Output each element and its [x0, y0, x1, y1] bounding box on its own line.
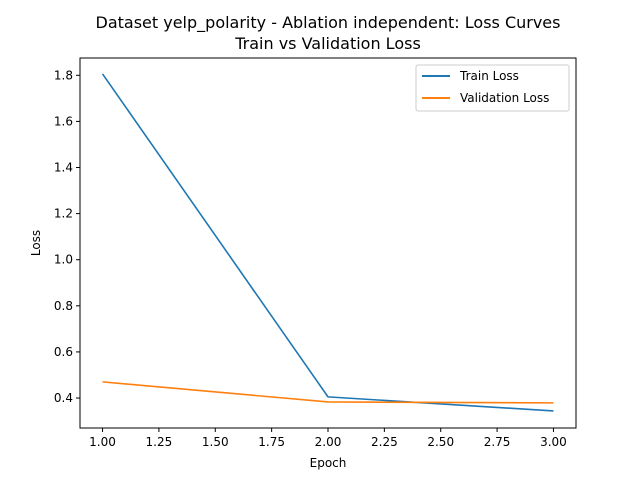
- x-tick-label: 1.25: [146, 435, 173, 449]
- x-tick-label: 1.75: [258, 435, 285, 449]
- y-tick-label: 1.2: [54, 207, 73, 221]
- series-line-validation-loss: [102, 381, 554, 404]
- y-tick-label: 1.6: [54, 114, 73, 128]
- y-tick-label: 0.6: [54, 345, 73, 359]
- legend-label-validation-loss: Validation Loss: [460, 91, 549, 105]
- legend-label-train-loss: Train Loss: [459, 69, 519, 83]
- x-tick-label: 2.75: [484, 435, 511, 449]
- plot-frame: [79, 57, 577, 429]
- chart-title: Dataset yelp_polarity - Ablation indepen…: [96, 13, 561, 33]
- chart-subtitle: Train vs Validation Loss: [234, 34, 421, 53]
- y-tick-label: 1.0: [54, 253, 73, 267]
- legend-box: [415, 64, 570, 112]
- y-tick-label: 1.8: [54, 68, 73, 82]
- series-line-train-loss: [101, 73, 554, 412]
- legend: Train Loss Validation Loss: [415, 64, 570, 112]
- x-tick-label: 2.50: [427, 435, 454, 449]
- y-tick-label: 0.4: [54, 391, 73, 405]
- x-tick-label: 1.00: [89, 435, 116, 449]
- y-axis-label: Loss: [29, 230, 43, 256]
- plot-area: [80, 58, 576, 428]
- x-tick-label: 2.00: [315, 435, 342, 449]
- x-axis-label: Epoch: [310, 456, 347, 470]
- x-tick-label: 2.25: [371, 435, 398, 449]
- x-tick-label: 1.50: [202, 435, 229, 449]
- x-tick-label: 3.00: [540, 435, 567, 449]
- y-tick-label: 0.8: [54, 299, 73, 313]
- y-tick-label: 1.4: [54, 161, 73, 175]
